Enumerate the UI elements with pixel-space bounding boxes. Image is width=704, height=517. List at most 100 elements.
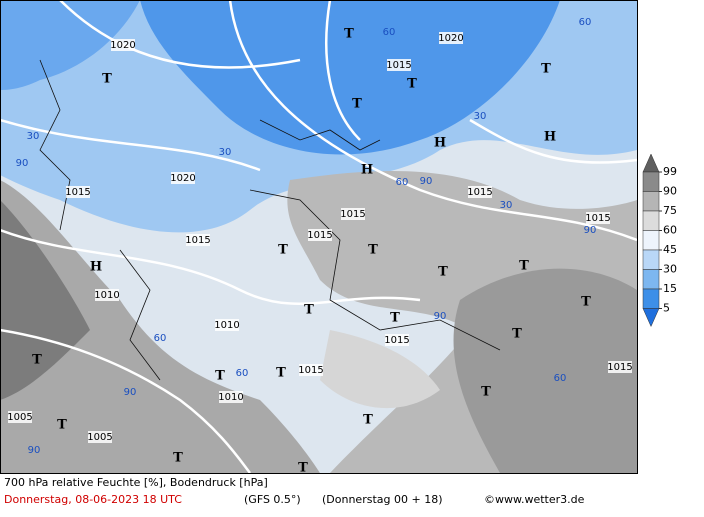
isobar-label: 1020 bbox=[438, 33, 463, 44]
low-pressure-label: T bbox=[278, 243, 288, 258]
humidity-label: 30 bbox=[474, 111, 487, 122]
isobar-label: 1005 bbox=[87, 432, 112, 443]
label-bg bbox=[299, 364, 323, 376]
isobar-label: 1015 bbox=[467, 187, 492, 198]
label-bg bbox=[387, 59, 411, 71]
humidity-label: 90 bbox=[28, 445, 41, 456]
legend-swatch bbox=[642, 230, 660, 251]
isobar-label: 1015 bbox=[307, 230, 332, 241]
low-pressure-label: T bbox=[304, 303, 314, 318]
legend-label: 30 bbox=[663, 263, 677, 276]
high-pressure-label: H bbox=[544, 130, 556, 145]
isobar-label: 1015 bbox=[65, 187, 90, 198]
low-pressure-label: T bbox=[344, 27, 354, 42]
legend-label: 45 bbox=[663, 243, 677, 256]
low-pressure-label: T bbox=[298, 461, 308, 476]
label-bg bbox=[8, 411, 32, 423]
low-pressure-label: T bbox=[438, 265, 448, 280]
humidity-label: 90 bbox=[584, 225, 597, 236]
humidity-label: 60 bbox=[579, 17, 592, 28]
legend-swatch bbox=[642, 210, 660, 231]
humidity-label: 60 bbox=[236, 368, 249, 379]
humidity-label: 90 bbox=[124, 387, 137, 398]
low-pressure-label: T bbox=[481, 385, 491, 400]
low-pressure-label: T bbox=[541, 62, 551, 77]
label-bg bbox=[215, 319, 239, 331]
isobar-label: 1020 bbox=[110, 40, 135, 51]
isobar-label: 1015 bbox=[298, 365, 323, 376]
label-bg bbox=[88, 431, 112, 443]
low-pressure-label: T bbox=[215, 369, 225, 384]
low-pressure-label: T bbox=[390, 311, 400, 326]
legend-arrow-bottom bbox=[642, 308, 660, 328]
label-bg bbox=[66, 186, 90, 198]
isobar-label: 1015 bbox=[386, 60, 411, 71]
label-bg bbox=[171, 172, 195, 184]
isobar-label: 1005 bbox=[7, 412, 32, 423]
caption-date: Donnerstag, 08-06-2023 18 UTC bbox=[4, 493, 182, 506]
label-bg bbox=[341, 208, 365, 220]
isobar-label: 1010 bbox=[214, 320, 239, 331]
map-frame bbox=[0, 0, 638, 474]
humidity-label: 90 bbox=[434, 311, 447, 322]
legend-label: 15 bbox=[663, 282, 677, 295]
low-pressure-label: T bbox=[368, 243, 378, 258]
humidity-label: 60 bbox=[154, 333, 167, 344]
high-pressure-label: H bbox=[361, 163, 373, 178]
humidity-label: 30 bbox=[27, 131, 40, 142]
isobar-label: 1015 bbox=[607, 362, 632, 373]
isobar-label: 1010 bbox=[94, 290, 119, 301]
legend-label: 90 bbox=[663, 185, 677, 198]
label-bg bbox=[608, 361, 632, 373]
high-pressure-label: H bbox=[434, 136, 446, 151]
isobar-label: 1015 bbox=[340, 209, 365, 220]
low-pressure-label: T bbox=[352, 97, 362, 112]
label-bg bbox=[468, 186, 492, 198]
legend-label: 60 bbox=[663, 224, 677, 237]
legend-label: 75 bbox=[663, 204, 677, 217]
humidity-label: 30 bbox=[500, 200, 513, 211]
caption-title: 700 hPa relative Feuchte [%], Bodendruck… bbox=[4, 476, 268, 489]
humidity-label: 30 bbox=[219, 147, 232, 158]
high-pressure-label: H bbox=[90, 260, 102, 275]
cloud-area bbox=[453, 268, 637, 473]
low-pressure-label: T bbox=[512, 327, 522, 342]
isobar-lines bbox=[0, 0, 637, 473]
low-pressure-label: T bbox=[276, 366, 286, 381]
isobar-label: 1015 bbox=[384, 335, 409, 346]
coastlines bbox=[39, 59, 501, 381]
humidity-label: 90 bbox=[420, 176, 433, 187]
legend-label: 5 bbox=[663, 302, 670, 315]
map-labels: 1020 1020 1015 1020 1015 1015 1015 1015 1015 1015… bbox=[7, 17, 632, 476]
isobar-label: 1015 bbox=[585, 213, 610, 224]
low-pressure-label: T bbox=[102, 72, 112, 87]
label-bg bbox=[439, 32, 463, 44]
legend-label: 99 bbox=[663, 165, 677, 178]
caption-model: (GFS 0.5°) bbox=[244, 493, 301, 506]
label-bg bbox=[385, 334, 409, 346]
cloud-area bbox=[0, 200, 90, 400]
low-pressure-label: T bbox=[57, 418, 67, 433]
low-pressure-label: T bbox=[519, 259, 529, 274]
isobar-label: 1015 bbox=[185, 235, 210, 246]
isobar-label: 1010 bbox=[218, 392, 243, 403]
legend-swatch bbox=[642, 288, 660, 309]
humidity-label: 60 bbox=[383, 27, 396, 38]
humidity-label: 60 bbox=[554, 373, 567, 384]
low-pressure-label: T bbox=[407, 77, 417, 92]
low-pressure-label: T bbox=[363, 413, 373, 428]
legend-swatch bbox=[642, 269, 660, 290]
legend-swatch bbox=[642, 171, 660, 192]
dry-area bbox=[0, 0, 140, 90]
humidity-label: 60 bbox=[396, 177, 409, 188]
low-pressure-label: T bbox=[32, 353, 42, 368]
caption-site: ©www.wetter3.de bbox=[484, 493, 585, 506]
caption-run: (Donnerstag 00 + 18) bbox=[322, 493, 442, 506]
label-bg bbox=[95, 289, 119, 301]
low-pressure-label: T bbox=[173, 451, 183, 466]
legend-swatch bbox=[642, 249, 660, 270]
label-bg bbox=[219, 391, 243, 403]
label-bg bbox=[586, 212, 610, 224]
isobar-label: 1020 bbox=[170, 173, 195, 184]
